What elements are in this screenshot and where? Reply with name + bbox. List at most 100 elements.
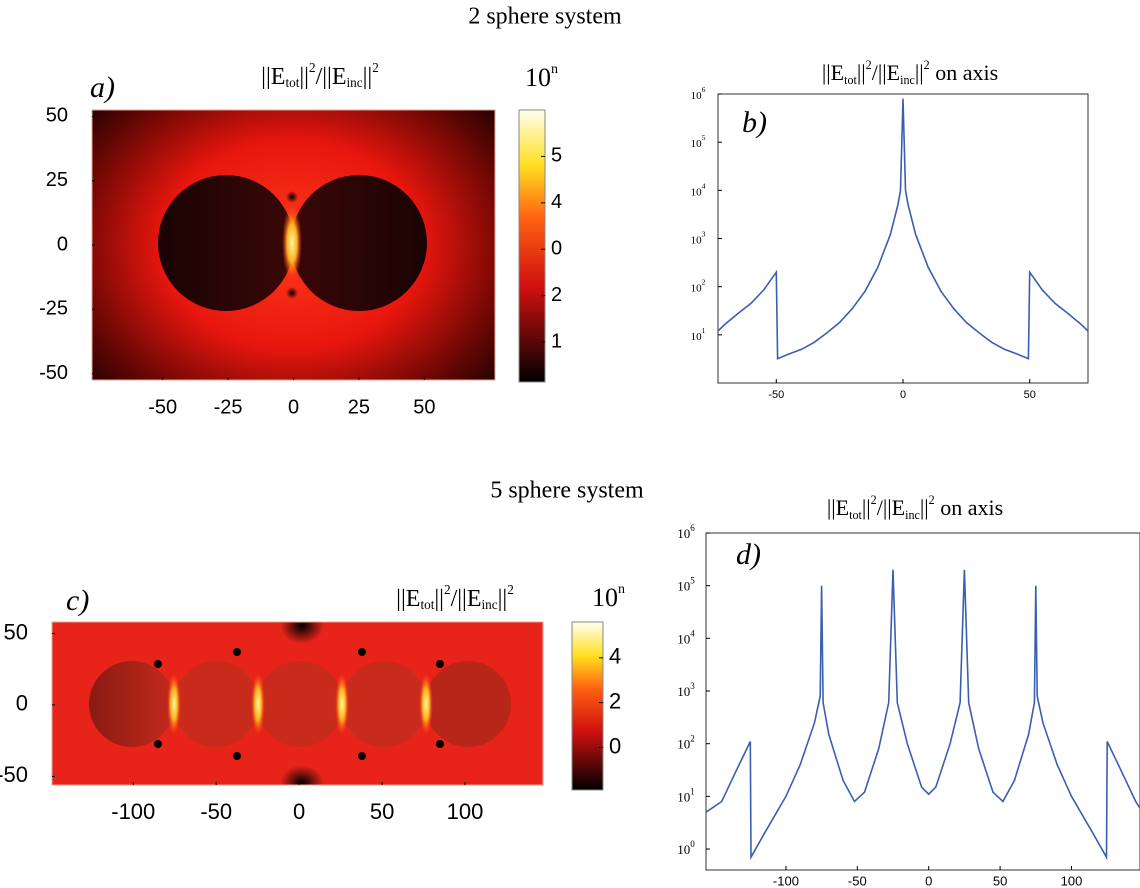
- y-tick-label: 50: [46, 105, 68, 127]
- colorbar: [571, 621, 604, 791]
- title-part: ||: [498, 586, 508, 612]
- x-tick-label: 50: [413, 396, 435, 418]
- y-tick-label: 104: [691, 181, 706, 198]
- colorbar-label: 10n: [592, 582, 625, 612]
- y-tick-exponent: 3: [702, 229, 706, 238]
- x-tick-label: -50: [200, 799, 232, 824]
- x-tick-label: -100: [111, 799, 155, 824]
- x-tick-label: 0: [900, 389, 906, 401]
- panel-label: d): [736, 538, 761, 571]
- title-part: /||E: [451, 586, 482, 612]
- chart-title: ||Etot||2/||Einc||2 on axis: [822, 58, 998, 87]
- y-tick-label: 102: [691, 277, 706, 294]
- chart-title: ||Etot||2/||Einc||2 on axis: [827, 493, 1003, 522]
- x-tick-label: -50: [768, 389, 784, 401]
- y-tick-label: 0: [16, 691, 28, 716]
- x-tick-label: 50: [1024, 389, 1036, 401]
- y-tick-label: 101: [691, 326, 706, 343]
- y-tick-label: 106: [691, 85, 706, 102]
- line-series: [717, 98, 1089, 360]
- colorbar-tick-label: 5: [551, 145, 562, 167]
- panel-label: a): [90, 71, 115, 104]
- title-part: inc: [905, 508, 920, 522]
- title-part: /||E: [872, 60, 900, 85]
- title-part: on axis: [930, 60, 998, 85]
- plot-frame: [717, 93, 1089, 384]
- y-tick-exponent: 2: [690, 734, 695, 744]
- x-tick-label: 25: [348, 396, 370, 418]
- y-tick-base: 10: [677, 737, 690, 752]
- y-tick-exponent: 2: [702, 277, 706, 286]
- y-tick-base: 10: [677, 631, 690, 646]
- x-tick-label: 0: [288, 396, 299, 418]
- title-part: ||E: [827, 495, 849, 520]
- x-tick-label: 100: [1061, 873, 1083, 888]
- y-tick-base: 10: [691, 282, 703, 294]
- y-tick-exponent: 3: [690, 681, 695, 691]
- x-tick-label: -50: [148, 396, 177, 418]
- colorbar-label-base: 10: [592, 583, 618, 612]
- title-part: 2: [866, 58, 872, 72]
- colorbar-tick-label: 2: [609, 688, 621, 713]
- colorbar-tick-label: 2: [551, 284, 562, 306]
- x-tick-label: 50: [993, 873, 1007, 888]
- y-tick-label: -50: [39, 362, 68, 384]
- title-part: 2: [507, 582, 514, 597]
- chart-title: ||Etot||2/||Einc||2: [261, 60, 379, 90]
- y-tick-label: 102: [677, 734, 695, 752]
- title-part: 2: [924, 58, 930, 72]
- y-tick-base: 10: [691, 234, 703, 246]
- y-tick-label: 25: [46, 169, 68, 191]
- y-tick-base: 10: [677, 526, 690, 541]
- colorbar-label: 10n: [525, 62, 558, 92]
- colorbar-label-exponent: n: [618, 582, 625, 597]
- title-part: inc: [347, 75, 363, 90]
- colorbar-tick-label: 0: [609, 733, 621, 758]
- x-tick-label: -100: [773, 873, 799, 888]
- y-tick-exponent: 4: [702, 181, 706, 190]
- colorbar-tick-label: 4: [609, 644, 621, 669]
- title-part: /||E: [316, 64, 347, 90]
- y-tick-label: 0: [57, 233, 68, 255]
- title-part: ||: [862, 495, 871, 520]
- x-tick-label: -25: [214, 396, 243, 418]
- y-tick-label: 103: [691, 229, 706, 246]
- field-map: [92, 110, 495, 380]
- y-tick-base: 10: [677, 579, 690, 594]
- y-tick-exponent: 6: [690, 523, 695, 533]
- y-tick-label: 100: [677, 839, 695, 857]
- plot-frame: [705, 532, 1140, 871]
- x-tick-label: 100: [447, 799, 484, 824]
- y-tick-exponent: 1: [690, 786, 695, 796]
- title-part: 2: [871, 493, 877, 507]
- chart-title: ||Etot||2/||Einc||2: [396, 582, 514, 612]
- title-part: ||E: [822, 60, 844, 85]
- y-tick-exponent: 6: [702, 85, 706, 94]
- y-tick-exponent: 0: [690, 839, 695, 849]
- colorbar: [518, 109, 546, 383]
- x-tick-label: 0: [925, 873, 932, 888]
- title-part: ||: [857, 60, 866, 85]
- colorbar-label-exponent: n: [551, 62, 558, 77]
- title-part: 2: [444, 582, 451, 597]
- y-tick-base: 10: [691, 330, 703, 342]
- y-tick-label: 103: [677, 681, 695, 699]
- title-part: ||: [299, 64, 309, 90]
- title-part: tot: [285, 75, 299, 90]
- y-tick-label: -25: [39, 298, 68, 320]
- x-tick-label: 50: [370, 799, 394, 824]
- y-tick-label: 50: [4, 619, 28, 644]
- y-tick-label: 106: [677, 523, 695, 541]
- y-tick-base: 10: [677, 684, 690, 699]
- colorbar-tick-label: 0: [551, 238, 562, 260]
- title-part: tot: [420, 597, 434, 612]
- y-tick-label: -50: [0, 762, 28, 787]
- plot-frame: [51, 621, 544, 786]
- x-tick-label: -50: [848, 873, 867, 888]
- field-map: [52, 622, 543, 785]
- y-tick-label: 105: [677, 576, 695, 594]
- panel-label: c): [66, 584, 89, 617]
- y-tick-label: 101: [677, 786, 695, 804]
- x-tick-label: 0: [293, 799, 305, 824]
